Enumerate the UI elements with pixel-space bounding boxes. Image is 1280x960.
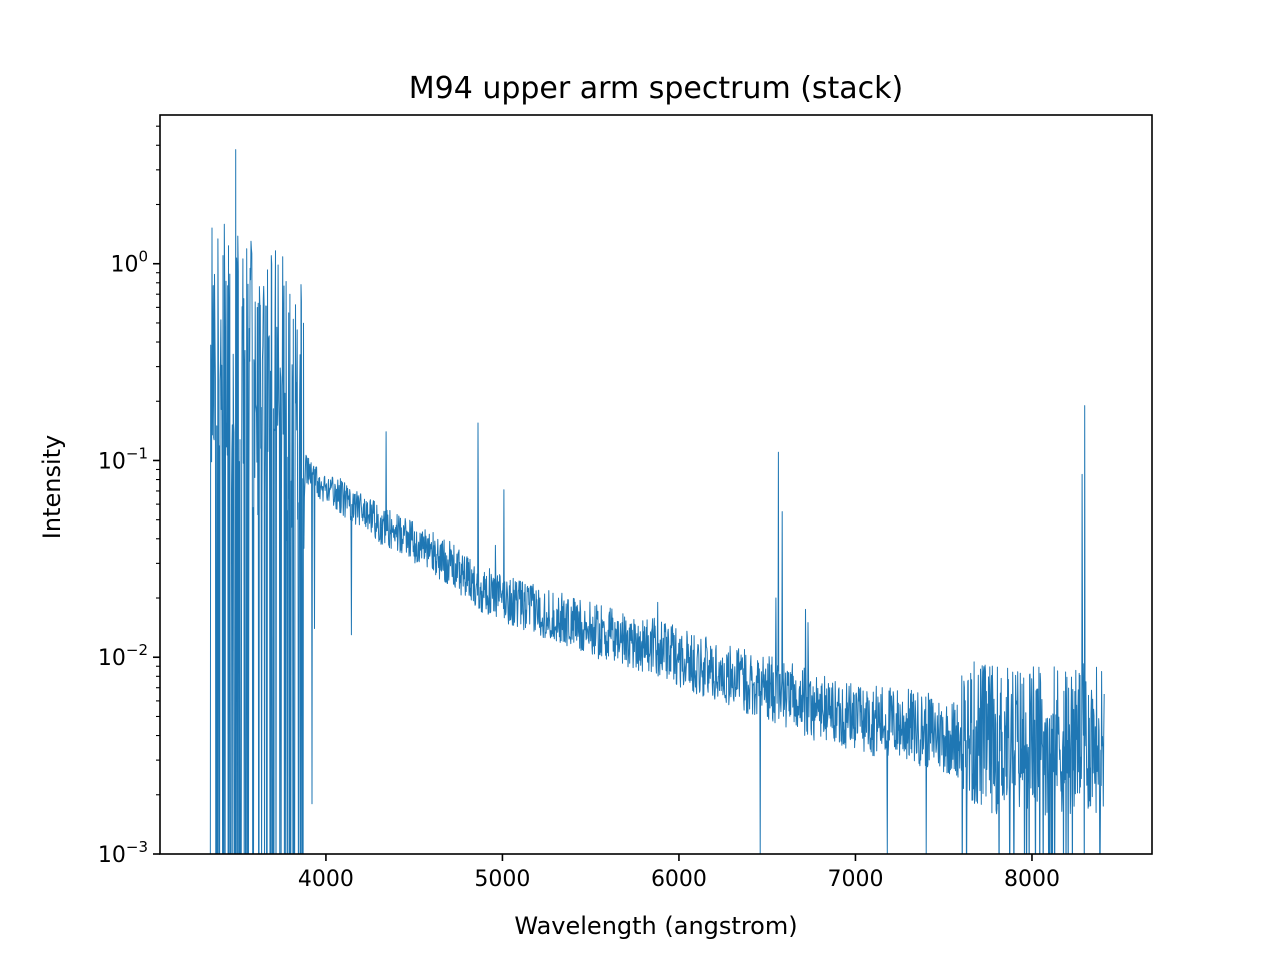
x-tick-label: 8000 <box>1004 867 1060 892</box>
y-tick-label: 10−3 <box>98 838 148 868</box>
x-tick-label: 4000 <box>298 867 354 892</box>
x-axis-ticks: 4000 5000 6000 7000 8000 <box>298 854 1060 892</box>
x-tick-label: 7000 <box>827 867 883 892</box>
y-tick-label: 10−2 <box>98 641 148 671</box>
y-tick-label: 100 <box>110 248 148 278</box>
series-group <box>209 149 1105 854</box>
x-axis-label: Wavelength (angstrom) <box>514 912 797 940</box>
y-tick-label: 10−1 <box>98 444 148 474</box>
chart-title: M94 upper arm spectrum (stack) <box>409 71 904 106</box>
x-tick-label: 6000 <box>651 867 707 892</box>
y-axis-ticks: 10−3 10−2 10−1 100 <box>98 125 160 868</box>
plot-frame <box>159 114 1153 855</box>
spectrum-line <box>209 149 1105 854</box>
x-tick-label: 5000 <box>474 867 530 892</box>
y-axis-label: Intensity <box>38 435 66 539</box>
